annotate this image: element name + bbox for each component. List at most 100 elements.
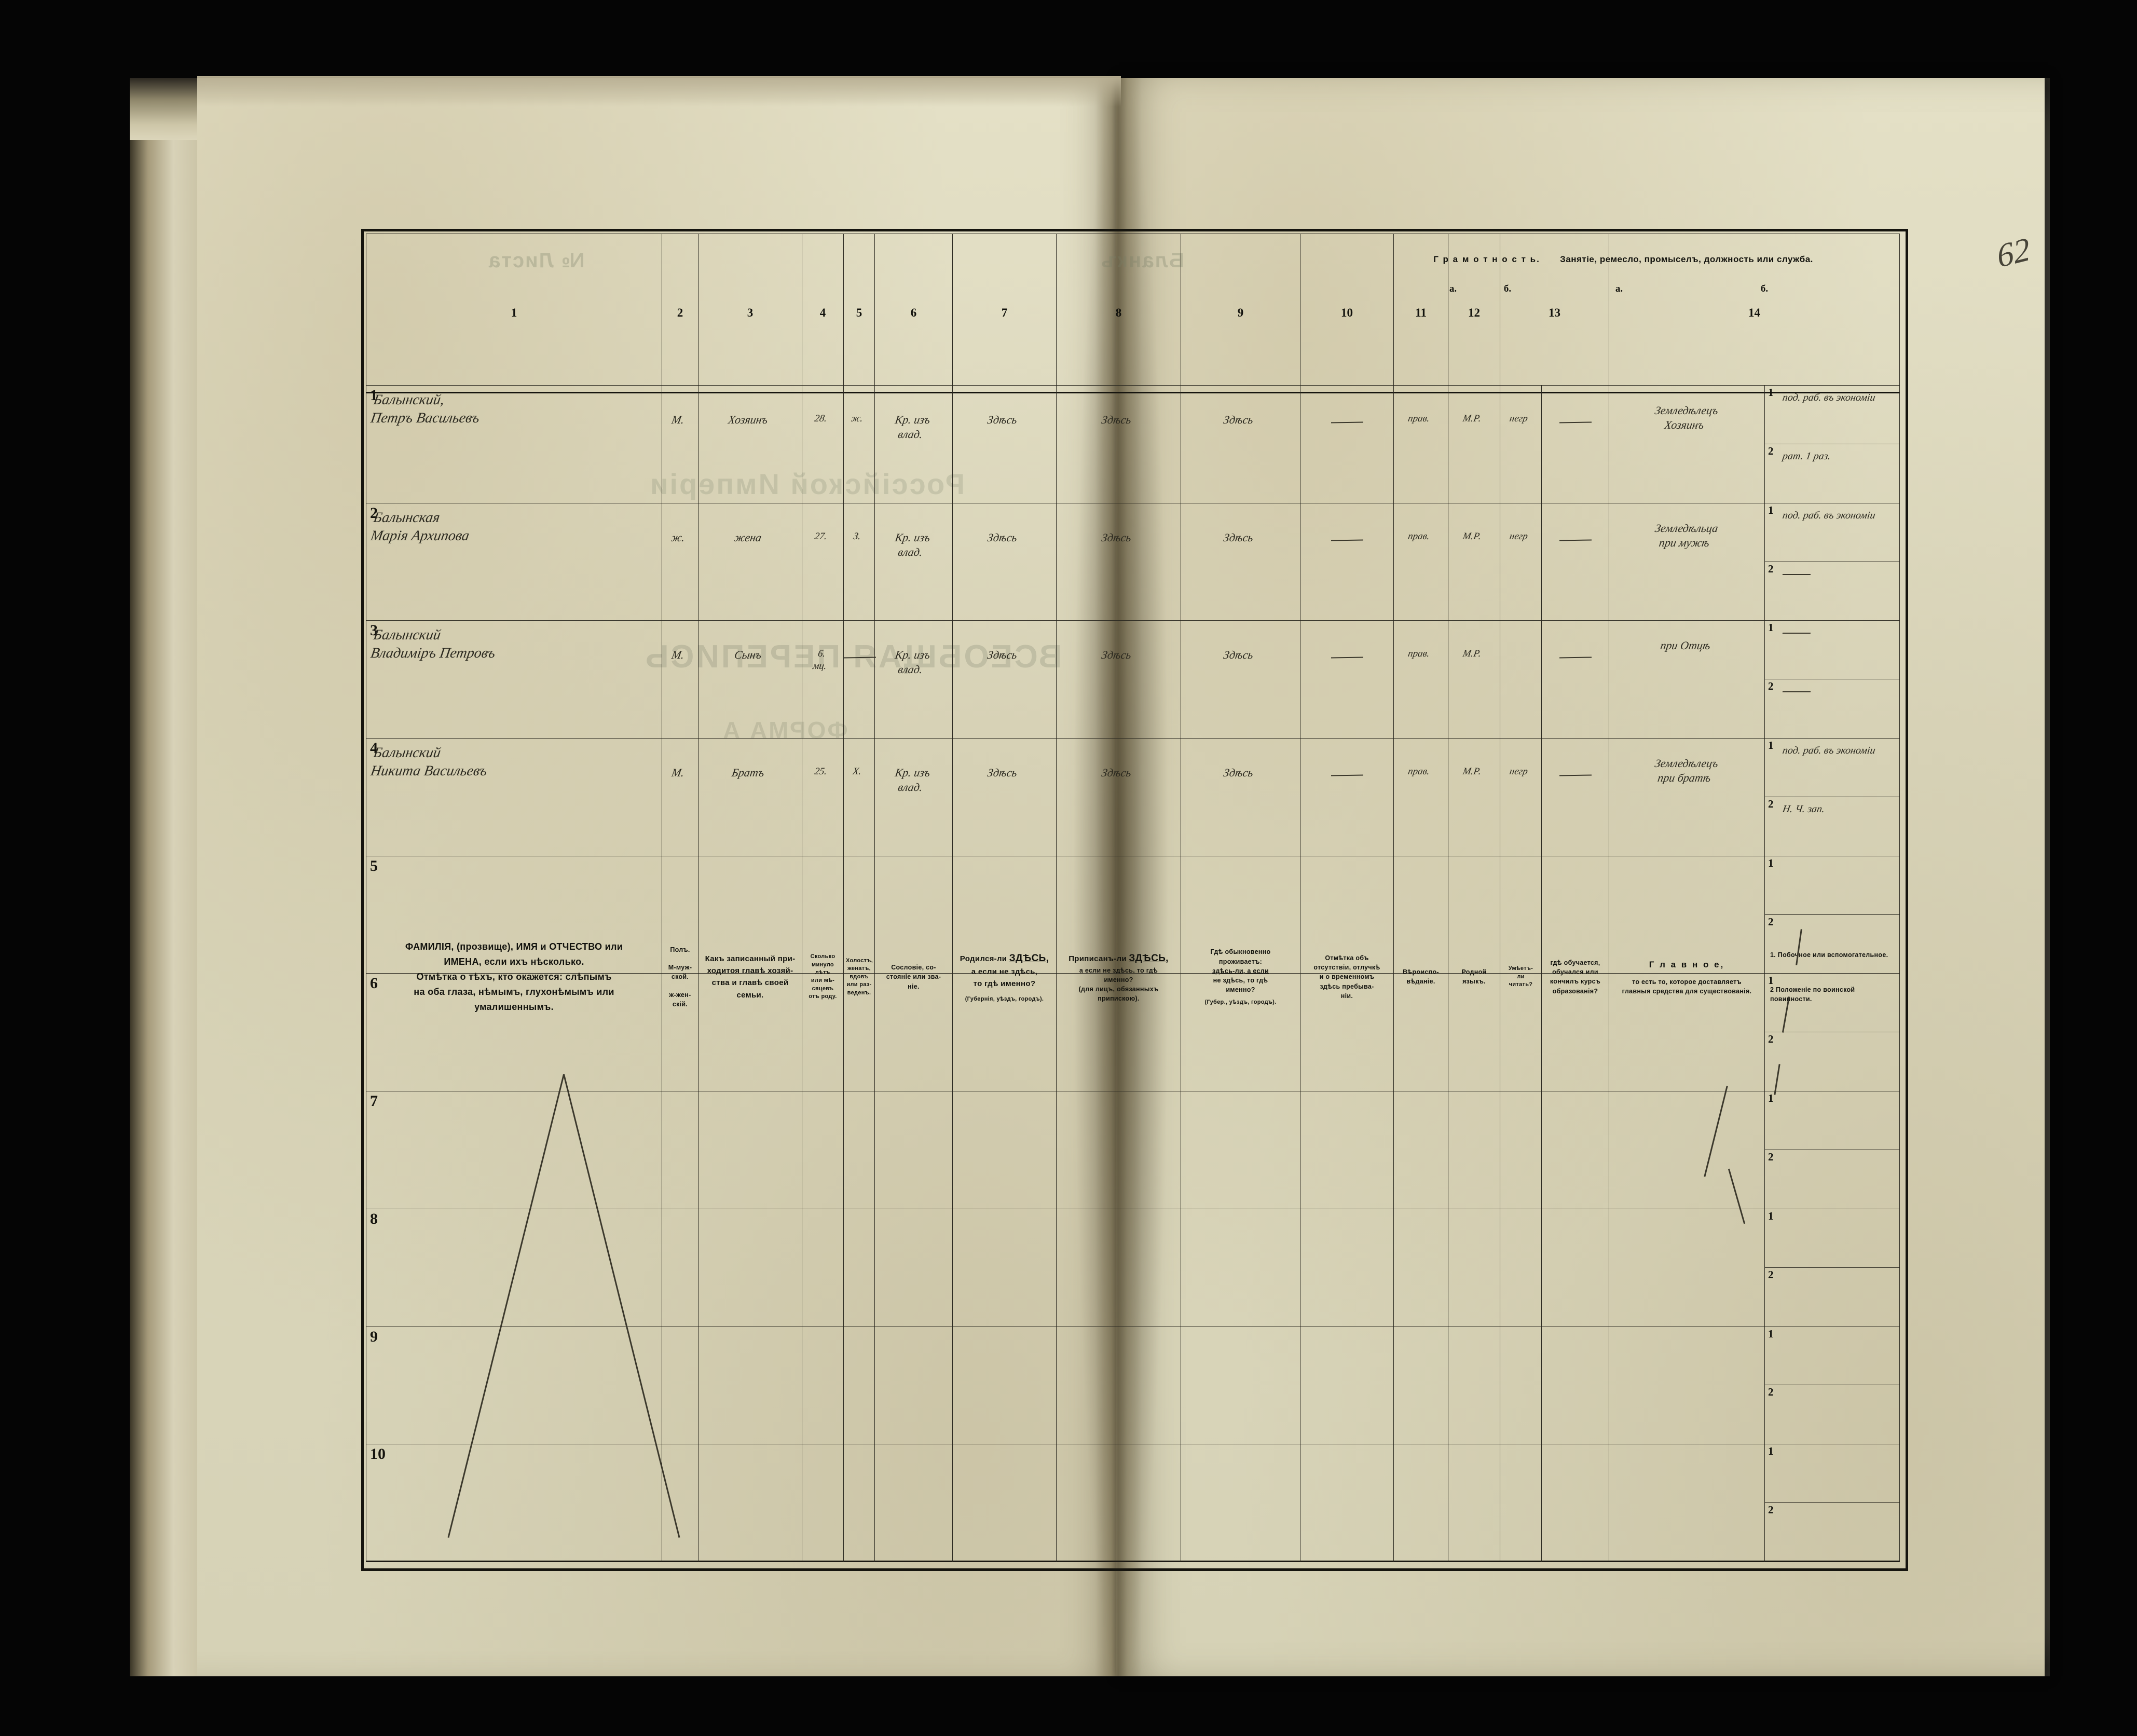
cell-c14a[interactable]: при Отцѣ	[1609, 620, 1765, 739]
cell-c10[interactable]	[1300, 385, 1394, 503]
cell-c13a[interactable]: негр	[1500, 385, 1542, 503]
cell-c6[interactable]: Кр. изъ влад.	[874, 385, 953, 503]
military-status-row[interactable]: 2	[1765, 1268, 1899, 1327]
cell-c9[interactable]	[1181, 855, 1300, 974]
cell-c14a[interactable]	[1609, 973, 1765, 1092]
cell-c2[interactable]	[662, 1208, 698, 1327]
cell-c8[interactable]: Здѣсь	[1056, 738, 1181, 856]
cell-c3[interactable]: Хозяинъ	[698, 385, 802, 503]
cell-c5[interactable]: Х.	[843, 738, 875, 856]
cell-c8[interactable]	[1056, 1444, 1181, 1562]
cell-c3[interactable]: Братъ	[698, 738, 802, 856]
cell-c5[interactable]	[843, 1091, 875, 1209]
cell-c13b[interactable]	[1541, 855, 1609, 974]
secondary-occupation-row[interactable]: 1	[1765, 1209, 1899, 1268]
cell-c11[interactable]: прав.	[1393, 738, 1448, 856]
cell-c13a[interactable]	[1500, 1326, 1542, 1445]
cell-c12[interactable]: М.Р.	[1448, 385, 1500, 503]
secondary-occupation-row[interactable]: 1 под. раб. въ экономiи	[1765, 503, 1899, 562]
cell-c7[interactable]	[952, 1091, 1057, 1209]
cell-name[interactable]: 1 Балынский, Петръ Васильевъ	[366, 385, 662, 503]
cell-c10[interactable]	[1300, 502, 1394, 621]
cell-c7[interactable]: Здѣсь	[952, 502, 1057, 621]
cell-c12[interactable]	[1448, 855, 1500, 974]
cell-c4[interactable]	[802, 1444, 844, 1562]
cell-c13a[interactable]: негр	[1500, 738, 1542, 856]
cell-c5[interactable]	[843, 973, 875, 1092]
secondary-occupation-row[interactable]: 1 под. раб. въ экономiи	[1765, 386, 1899, 444]
cell-c7[interactable]	[952, 1208, 1057, 1327]
cell-c9[interactable]	[1181, 1091, 1300, 1209]
cell-c10[interactable]	[1300, 855, 1394, 974]
military-status-row[interactable]: 2	[1765, 562, 1899, 621]
secondary-occupation-row[interactable]: 1	[1765, 1091, 1899, 1150]
military-status-row[interactable]: 2	[1765, 915, 1899, 974]
cell-c7[interactable]	[952, 855, 1057, 974]
cell-c6[interactable]	[874, 1091, 953, 1209]
cell-c5[interactable]	[843, 1444, 875, 1562]
cell-c13a[interactable]: негр	[1500, 502, 1542, 621]
table-row[interactable]: 2 Балынская Марiя Архипова ж. жена 27. З. Кр. …	[366, 502, 1900, 621]
cell-c13b[interactable]	[1541, 385, 1609, 503]
cell-name[interactable]: 5	[366, 855, 662, 974]
cell-c13a[interactable]	[1500, 1091, 1542, 1209]
cell-c8[interactable]	[1056, 1091, 1181, 1209]
military-status-row[interactable]: 2	[1765, 1385, 1899, 1444]
cell-c2[interactable]	[662, 1091, 698, 1209]
cell-c6[interactable]	[874, 855, 953, 974]
cell-c9[interactable]: Здѣсь	[1181, 502, 1300, 621]
cell-c2[interactable]: М.	[662, 738, 698, 856]
cell-c4[interactable]	[802, 973, 844, 1092]
cell-c12[interactable]	[1448, 1444, 1500, 1562]
cell-c9[interactable]	[1181, 1208, 1300, 1327]
cell-c13a[interactable]	[1500, 620, 1542, 739]
cell-c10[interactable]	[1300, 1208, 1394, 1327]
cell-c10[interactable]	[1300, 1444, 1394, 1562]
cell-c7[interactable]: Здѣсь	[952, 385, 1057, 503]
cell-c9[interactable]	[1181, 1326, 1300, 1445]
cell-c7[interactable]	[952, 1326, 1057, 1445]
cell-c5[interactable]: З.	[843, 502, 875, 621]
table-row[interactable]: 10 1 2	[366, 1444, 1900, 1562]
cell-c8[interactable]: Здѣсь	[1056, 620, 1181, 739]
cell-c6[interactable]: Кр. изъ влад.	[874, 738, 953, 856]
cell-c2[interactable]: М.	[662, 385, 698, 503]
cell-c6[interactable]	[874, 1444, 953, 1562]
cell-c3[interactable]	[698, 1326, 802, 1445]
cell-c11[interactable]	[1393, 855, 1448, 974]
cell-c12[interactable]: М.Р.	[1448, 502, 1500, 621]
cell-c13b[interactable]	[1541, 1326, 1609, 1445]
cell-c2[interactable]	[662, 973, 698, 1092]
secondary-occupation-row[interactable]: 1	[1765, 856, 1899, 915]
cell-c4[interactable]	[802, 1208, 844, 1327]
cell-c14a[interactable]	[1609, 855, 1765, 974]
cell-c8[interactable]: Здѣсь	[1056, 385, 1181, 503]
cell-c14a[interactable]	[1609, 1091, 1765, 1209]
cell-name[interactable]: 4 Балынский Никита Васильевъ	[366, 738, 662, 856]
secondary-occupation-row[interactable]: 1	[1765, 974, 1899, 1033]
cell-c13b[interactable]	[1541, 738, 1609, 856]
cell-c12[interactable]	[1448, 1091, 1500, 1209]
cell-c11[interactable]	[1393, 973, 1448, 1092]
cell-c9[interactable]: Здѣсь	[1181, 385, 1300, 503]
cell-c7[interactable]	[952, 1444, 1057, 1562]
cell-c6[interactable]	[874, 1208, 953, 1327]
cell-c6[interactable]	[874, 1326, 953, 1445]
cell-c11[interactable]	[1393, 1091, 1448, 1209]
cell-c5[interactable]	[843, 1208, 875, 1327]
cell-c10[interactable]	[1300, 620, 1394, 739]
cell-c11[interactable]	[1393, 1208, 1448, 1327]
cell-c4[interactable]	[802, 855, 844, 974]
cell-c10[interactable]	[1300, 1091, 1394, 1209]
cell-c4[interactable]	[802, 1091, 844, 1209]
cell-c4[interactable]: 6. мц.	[802, 620, 844, 739]
cell-c8[interactable]	[1056, 973, 1181, 1092]
cell-name[interactable]: 9	[366, 1326, 662, 1445]
cell-c11[interactable]	[1393, 1326, 1448, 1445]
cell-c12[interactable]: М.Р.	[1448, 620, 1500, 739]
military-status-row[interactable]: 2 рат. 1 раз.	[1765, 444, 1899, 503]
cell-c14b[interactable]: 1 под. раб. въ экономiи 2	[1764, 502, 1900, 621]
